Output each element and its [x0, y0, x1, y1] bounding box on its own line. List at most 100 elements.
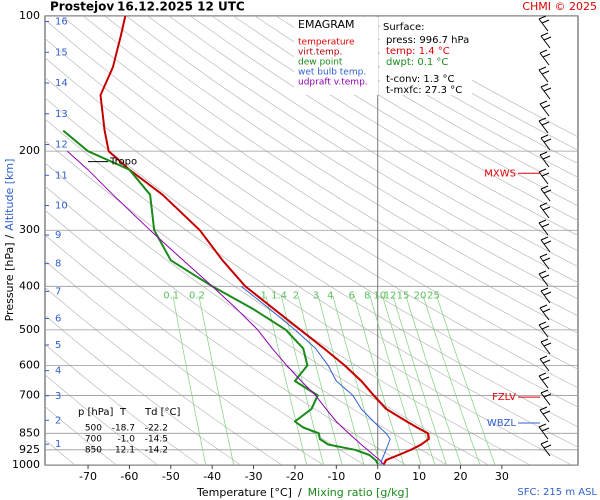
- altitude-tick-label: 4: [55, 366, 61, 377]
- mixing-ratio-line: [405, 295, 462, 465]
- x-tick-label: 0: [374, 470, 381, 483]
- dry-adiabat: [45, 19, 578, 370]
- profile-line: [62, 129, 379, 465]
- x-tick-label: 30: [495, 470, 509, 483]
- separator: /: [3, 234, 16, 238]
- mixing-ratio-label: 1: [261, 290, 267, 301]
- mixing-ratio-label: 3: [313, 290, 319, 301]
- table-cell: -1.0: [117, 435, 135, 445]
- x-tick-label: -70: [79, 470, 97, 483]
- level-label: Tropo: [109, 157, 137, 168]
- wind-barb: [540, 134, 552, 151]
- dry-adiabat: [233, 16, 578, 221]
- surface-line: temp: 1.4 °C: [386, 46, 450, 57]
- mixing-ratio-label: 12: [384, 290, 397, 301]
- x-tick-label: -60: [120, 470, 138, 483]
- table-cell: -14.2: [145, 446, 168, 456]
- y-tick-label: 925: [19, 443, 40, 456]
- wind-barb: [539, 406, 551, 423]
- profile-line: [100, 16, 430, 465]
- mixing-ratio-label: Mixing ratio [g/kg]: [308, 486, 409, 499]
- surface-title: Surface:: [383, 22, 424, 33]
- wind-barb: [538, 270, 550, 287]
- mixing-ratio-label: 15: [397, 290, 410, 301]
- dry-adiabat: [45, 37, 578, 389]
- x-tick-label: -20: [286, 470, 304, 483]
- surface-line: dwpt: 0.1 °C: [386, 57, 448, 68]
- surface-line: t-mxfc: 27.3 °C: [386, 85, 462, 96]
- wind-barb: [539, 100, 551, 117]
- altitude-tick-label: 13: [55, 109, 68, 120]
- level-label: MXWS: [484, 168, 516, 179]
- dry-adiabat: [190, 16, 578, 252]
- legend-entry: udpraft v.temp.: [298, 78, 368, 88]
- wind-barb: [540, 287, 552, 304]
- altitude-tick-label: 6: [55, 314, 61, 325]
- x-tick-label: -10: [327, 470, 345, 483]
- wind-barb: [539, 304, 551, 321]
- wind-barb: [540, 185, 552, 202]
- dry-adiabat: [61, 16, 578, 352]
- wind-barb: [538, 219, 550, 236]
- x-tick-label: -30: [245, 470, 263, 483]
- separator: /: [298, 486, 302, 499]
- altitude-tick-label: 11: [55, 170, 68, 181]
- y-tick-label: 500: [19, 323, 40, 336]
- y-tick-label: 100: [19, 9, 40, 22]
- mixing-ratio-label: 25: [427, 290, 440, 301]
- mixing-ratio-line: [265, 295, 308, 465]
- table-header: Td [°C]: [144, 407, 181, 418]
- wind-barb: [539, 49, 551, 66]
- y-tick-label: 1000: [12, 458, 40, 471]
- surface-line: t-conv: 1.3 °C: [386, 74, 454, 85]
- wind-barb: [538, 66, 550, 83]
- dry-adiabat: [45, 77, 578, 428]
- legend-entry: temperature: [298, 38, 355, 48]
- x-axis-label: Temperature [°C] / Mixing ratio [g/kg]: [196, 486, 409, 499]
- wind-barb: [540, 32, 552, 49]
- altitude-tick-label: 8: [55, 259, 61, 270]
- x-tick-label: 20: [453, 470, 467, 483]
- mixing-ratio-line: [436, 295, 496, 465]
- surface-line: press: 996.7 hPa: [386, 35, 469, 46]
- altitude-tick-label: 5: [55, 340, 61, 351]
- legend-entry: virt.temp.: [298, 48, 342, 58]
- altitude-tick-label: 12: [55, 140, 68, 151]
- y-axis-label: Pressure [hPa] / Altitude [km]: [3, 159, 16, 322]
- table-cell: 700: [85, 435, 102, 445]
- wind-barb: [538, 168, 550, 185]
- table-cell: -22.2: [145, 424, 168, 434]
- y-tick-label: 850: [19, 426, 40, 439]
- mixing-ratio-label: 0.1: [163, 290, 179, 301]
- mixing-ratio-line: [317, 295, 365, 465]
- legend-entry: wet bulb temp.: [298, 68, 366, 78]
- station-name: Prostejov: [50, 0, 114, 14]
- y-tick-label: 600: [19, 358, 40, 371]
- wind-barb: [540, 440, 552, 457]
- mixing-ratio-line: [392, 295, 447, 465]
- dry-adiabat: [211, 16, 578, 236]
- mixing-ratio-label: 1.4: [271, 290, 287, 301]
- altitude-tick-label: 2: [55, 415, 61, 426]
- mixing-ratio-label: 8: [364, 290, 370, 301]
- dry-adiabat: [147, 16, 578, 284]
- mixing-ratio-line: [422, 295, 481, 465]
- mixing-ratio-label: 6: [348, 290, 354, 301]
- altitude-tick-label: 10: [55, 201, 68, 212]
- mixing-ratio-label: 10: [373, 290, 386, 301]
- credit: CHMI © 2025: [522, 0, 597, 13]
- y-tick-label: 700: [19, 388, 40, 401]
- station-height: SFC: 215 m ASL: [517, 487, 597, 498]
- wind-barb: [538, 15, 550, 32]
- x-tick-label: -50: [162, 470, 180, 483]
- altitude-tick-label: 14: [55, 78, 68, 89]
- y-tick-label: 400: [19, 279, 40, 292]
- wind-barb: [538, 321, 550, 338]
- mixing-ratio-line: [353, 295, 405, 465]
- profile-line: [66, 150, 384, 465]
- mixing-ratio-line: [332, 295, 381, 465]
- wind-barb: [538, 423, 550, 440]
- altitude-tick-label: 15: [55, 47, 68, 58]
- wind-barb: [538, 117, 550, 134]
